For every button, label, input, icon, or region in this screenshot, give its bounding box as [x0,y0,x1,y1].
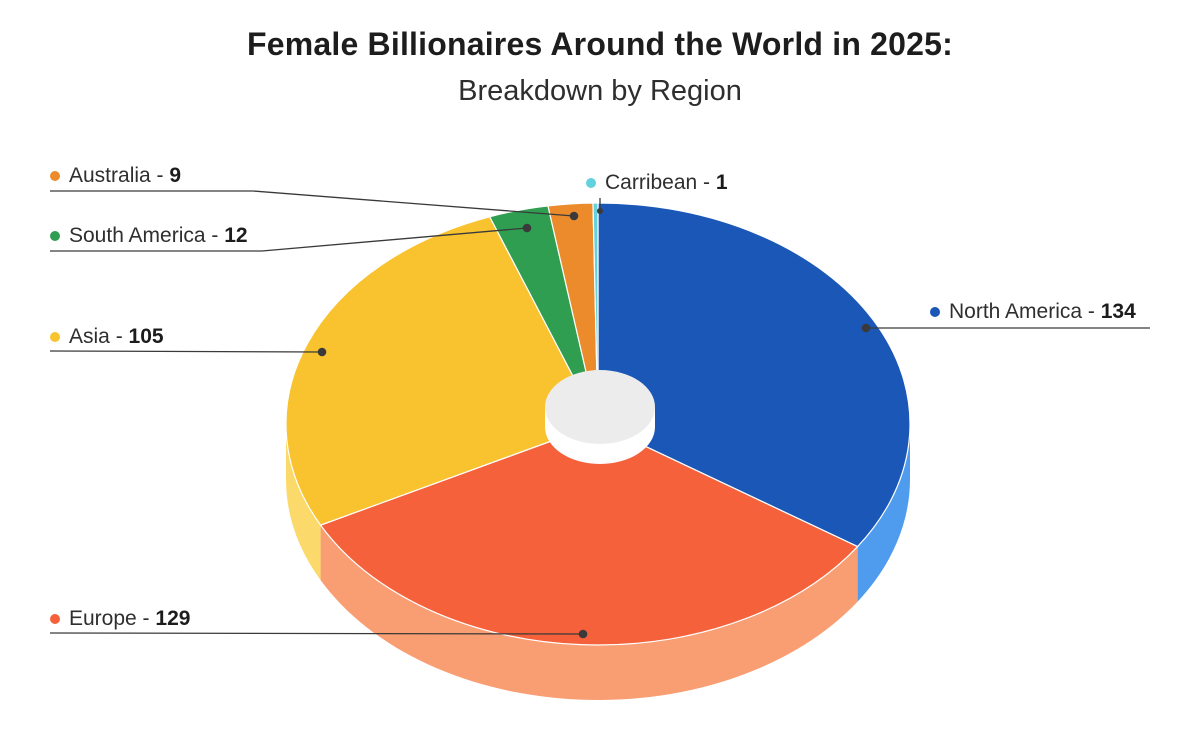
leader-line-asia [49,350,323,353]
region-name: Carribean [605,171,698,194]
legend-text: South America - 12 [69,224,248,248]
leader-dot-australia [569,211,579,221]
legend-label-north-america: North America - 134 [930,300,1136,324]
legend-label-europe: Europe - 129 [50,607,190,631]
region-value: 12 [224,224,248,247]
region-name: Asia [69,325,110,348]
region-value: 134 [1100,300,1136,323]
leader-dot-carribean [597,208,603,214]
region-value: 105 [128,325,164,348]
legend-label-asia: Asia - 105 [50,325,164,349]
leader-line-europe [49,632,584,635]
region-name: South America [69,224,206,247]
region-name: Australia [69,164,151,187]
separator: - [150,164,170,187]
leader-line-south-america [50,227,528,252]
pie-slice-asia [285,216,599,526]
legend-bullet-south-america [50,231,60,241]
legend-bullet-asia [50,332,60,342]
pie-slice-carribean [592,202,599,425]
region-name: North America [949,300,1083,323]
separator: - [205,224,225,247]
region-value: 9 [169,164,182,187]
separator: - [1082,300,1101,323]
leader-dot-asia [317,347,327,357]
legend-text: Europe - 129 [69,607,190,631]
legend-text: Asia - 105 [69,325,164,349]
legend-label-carribean: Carribean - 1 [586,171,728,195]
pie-slice-side-asia [286,424,321,581]
center-hole-top [545,370,655,444]
legend-label-australia: Australia - 9 [50,164,181,188]
chart-subtitle: Breakdown by Region [458,75,742,107]
separator: - [697,171,716,194]
legend-text: North America - 134 [949,300,1136,324]
separator: - [109,325,129,348]
pie-slice-side-europe [320,525,858,700]
leader-dot-south-america [522,223,532,233]
chart-header: Female Billionaires Around the World in … [0,26,1200,108]
legend-text: Australia - 9 [69,164,181,188]
legend-bullet-australia [50,171,60,181]
legend-text: Carribean - 1 [605,171,728,195]
leader-dot-europe [578,629,588,639]
region-name: Europe [69,607,137,630]
legend-bullet-europe [50,614,60,624]
leader-line-australia [50,190,575,217]
legend-label-south-america: South America - 12 [50,224,248,248]
region-value: 1 [715,171,728,194]
pie-slice-europe [319,423,859,646]
legend-bullet-north-america [930,307,940,317]
separator: - [136,607,156,630]
region-value: 129 [155,607,191,630]
legend-bullet-carribean [586,178,596,188]
leader-dot-north-america [861,323,871,333]
chart-title: Female Billionaires Around the World in … [246,26,954,62]
